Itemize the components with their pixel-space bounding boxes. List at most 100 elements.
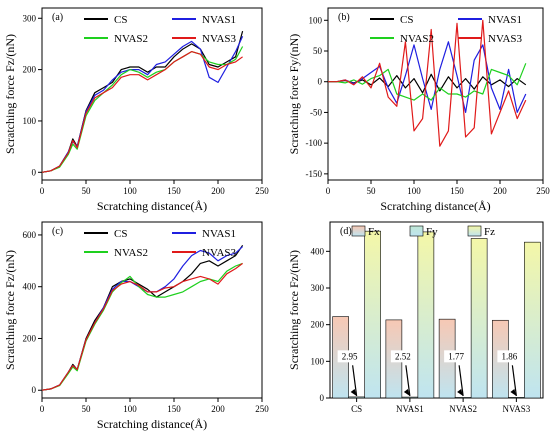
category-label: CS — [351, 404, 362, 414]
y-tick-label: 0 — [32, 167, 37, 177]
legend-label: Fz — [484, 226, 495, 238]
bar-fz — [524, 241, 541, 399]
series-line-cs — [41, 30, 244, 173]
legend-label: NVAS2 — [400, 33, 434, 45]
x-axis-label: Scratching distance(Å) — [97, 417, 207, 431]
panel-label: (d) — [340, 226, 352, 237]
y-tick-label: 0 — [320, 393, 325, 403]
annotation-bg — [337, 350, 362, 363]
y-tick-label: 0 — [32, 385, 37, 395]
legend-label: CS — [114, 228, 127, 240]
category-label: NVAS3 — [502, 404, 530, 414]
line-chart-panel: 0 50 100 150 200 250 Scratching distance(Å) 0 10… — [3, 7, 269, 213]
line-chart-panel: 0 50 100 150 200 250 Scratching distance(Å) 0 20… — [3, 221, 269, 431]
annotation-bg — [444, 350, 469, 363]
bar-fz — [364, 230, 381, 399]
annotation-bg — [497, 350, 522, 363]
x-tick-label: 50 — [367, 186, 377, 196]
x-tick-label: 200 — [211, 186, 225, 196]
y-tick-label: 50 — [313, 46, 323, 56]
bar-fy — [401, 396, 419, 399]
x-tick-label: 50 — [82, 186, 92, 196]
x-tick-label: 250 — [536, 186, 550, 196]
category-label: NVAS2 — [449, 404, 477, 414]
series-line-cs — [41, 244, 244, 391]
legend-swatch-fy — [409, 225, 424, 237]
annotation-arrow — [352, 365, 358, 397]
x-tick-label: 0 — [40, 404, 45, 414]
legend-label: NVAS3 — [202, 247, 237, 259]
annotation-value: 2.95 — [342, 351, 358, 361]
legend-label: NVAS2 — [114, 33, 148, 45]
x-tick-label: 150 — [167, 404, 181, 414]
annotation-arrow — [511, 365, 517, 397]
legend-label: NVAS1 — [202, 228, 236, 240]
y-tick-label: 300 — [23, 13, 37, 23]
series-line-nvas2 — [328, 63, 527, 101]
y-tick-label: 200 — [23, 65, 37, 75]
y-tick-label: 100 — [311, 356, 325, 366]
arrow-head — [457, 389, 464, 396]
annotation-value: 1.77 — [448, 351, 464, 361]
plot-frame — [41, 7, 263, 181]
bar-fz — [417, 231, 435, 399]
y-tick-label: 300 — [311, 283, 325, 293]
category-label: NVAS1 — [396, 404, 424, 414]
x-tick-label: 0 — [326, 186, 331, 196]
legend-label: NVAS1 — [488, 14, 522, 26]
x-tick-label: 250 — [255, 186, 269, 196]
legend-label: Fy — [426, 226, 438, 238]
x-axis-label: Scratching distance(Å) — [380, 199, 490, 213]
y-tick-label: 400 — [311, 246, 325, 256]
y-tick-label: -150 — [306, 169, 323, 179]
annotation-value: 2.52 — [395, 351, 411, 361]
legend-label: NVAS1 — [202, 14, 236, 26]
series-line-cs — [328, 73, 527, 94]
legend-label: CS — [400, 14, 413, 26]
y-tick-label: -50 — [310, 107, 322, 117]
panel-label: (c) — [52, 226, 63, 237]
bar-fy — [348, 396, 365, 399]
y-tick-label: 200 — [311, 320, 325, 330]
series-line-nvas3 — [328, 19, 527, 147]
y-tick-label: 200 — [23, 333, 37, 343]
legend-label: NVAS2 — [114, 247, 148, 259]
bar-fy — [454, 397, 472, 399]
x-axis-label: Scratching distance(Å) — [97, 199, 207, 213]
bar-fy — [508, 397, 525, 399]
x-tick-label: 150 — [450, 186, 464, 196]
y-tick-label: 400 — [23, 282, 37, 292]
x-tick-label: 200 — [493, 186, 507, 196]
y-tick-label: -100 — [306, 138, 323, 148]
y-tick-label: 100 — [23, 116, 37, 126]
y-tick-label: 0 — [318, 77, 323, 87]
x-tick-label: 50 — [82, 404, 92, 414]
panel-label: (b) — [338, 12, 350, 23]
x-tick-label: 0 — [40, 186, 45, 196]
legend-label: CS — [114, 14, 127, 26]
plot-frame — [327, 7, 544, 181]
series-line-nvas3 — [41, 262, 243, 391]
x-tick-label: 100 — [123, 404, 137, 414]
legend-label: Fx — [368, 226, 380, 238]
y-axis-label: Scratching force Fy/(nN) — [287, 34, 301, 155]
y-axis-label: Scratching force Fz/(nN) — [3, 250, 17, 370]
plot-frame — [329, 221, 544, 399]
y-tick-label: 100 — [309, 15, 323, 25]
series-line-nvas1 — [41, 35, 244, 173]
y-axis-label: Scratching force Fz/(nN) — [287, 250, 301, 370]
arrow-head — [403, 389, 410, 396]
x-tick-label: 200 — [211, 404, 225, 414]
annotation-bg — [390, 350, 415, 363]
annotation-arrow — [458, 365, 464, 397]
series-line-nvas3 — [41, 50, 243, 173]
bar-fz — [470, 238, 488, 399]
panel-label: (a) — [52, 12, 63, 23]
x-tick-label: 250 — [255, 404, 269, 414]
annotation-value: 1.86 — [502, 351, 518, 361]
annotation-arrow — [405, 365, 411, 397]
legend-swatch-fx — [351, 225, 366, 237]
plot-frame — [41, 221, 263, 399]
y-tick-label: 600 — [23, 230, 37, 240]
